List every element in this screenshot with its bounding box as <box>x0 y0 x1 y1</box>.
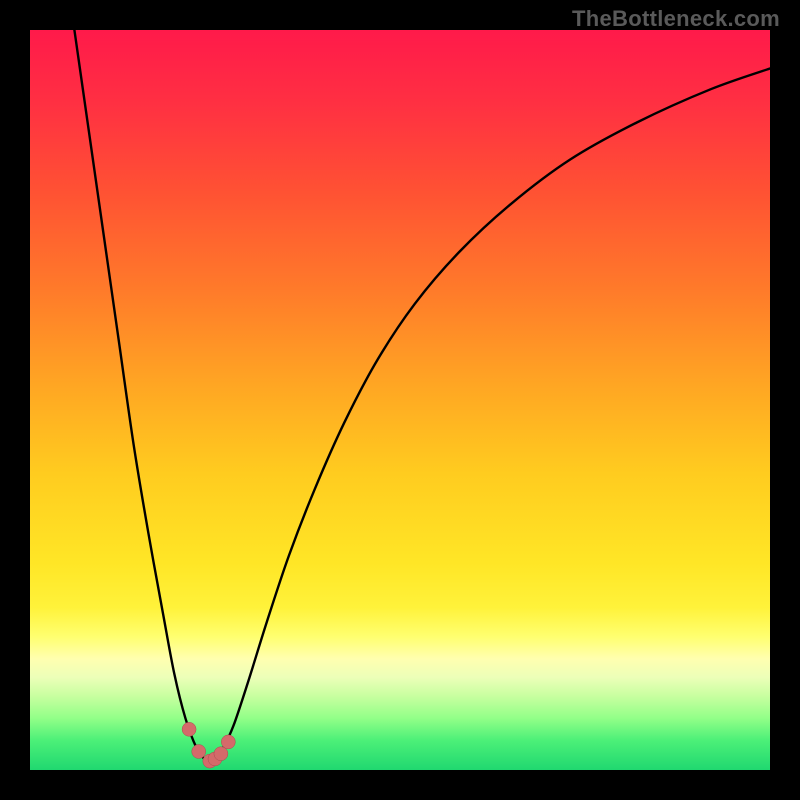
plot-area <box>30 30 770 770</box>
marker-point <box>182 722 196 736</box>
marker-point <box>192 745 206 759</box>
chart-container: TheBottleneck.com <box>0 0 800 800</box>
gradient-background <box>30 30 770 770</box>
watermark-text: TheBottleneck.com <box>572 6 780 32</box>
plot-svg <box>30 30 770 770</box>
marker-point <box>221 735 235 749</box>
marker-point <box>214 747 228 761</box>
